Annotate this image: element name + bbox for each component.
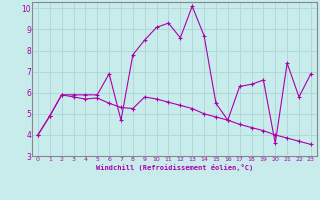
X-axis label: Windchill (Refroidissement éolien,°C): Windchill (Refroidissement éolien,°C) — [96, 164, 253, 171]
